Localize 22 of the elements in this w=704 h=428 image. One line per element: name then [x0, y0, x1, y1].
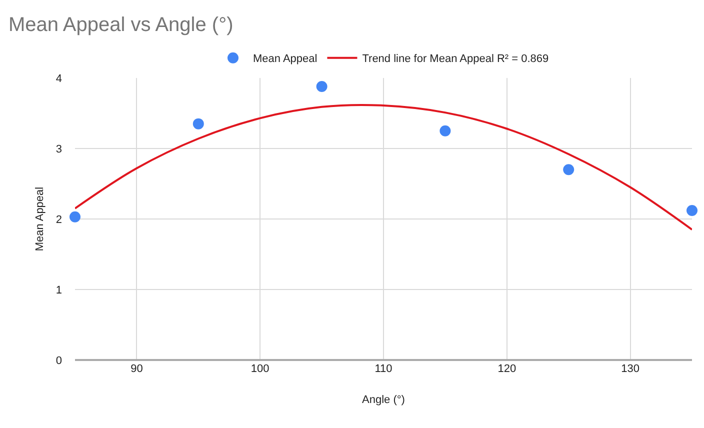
point [686, 205, 698, 216]
legend-label: Mean Appeal [253, 53, 318, 66]
x-tick-label: 100 [250, 363, 270, 375]
point [563, 164, 574, 176]
point [70, 211, 80, 222]
y-tick-label: 4 [56, 72, 62, 85]
x-tick-label: 90 [130, 363, 143, 375]
x-tick-label: 110 [374, 363, 392, 375]
y-tick-label: 2 [56, 214, 62, 226]
point [192, 118, 204, 130]
x-tick-label: 120 [498, 363, 516, 375]
line-series [75, 104, 692, 231]
y-tick-label: 0 [56, 354, 62, 367]
legend-label: Trend line for Mean Appeal R² = 0.869 [362, 53, 549, 66]
chart-title: Mean Appeal vs Angle (°) [8, 14, 234, 36]
x-axis-title: Angle (°) [362, 394, 405, 406]
point [440, 125, 451, 136]
y-tick-label: 1 [56, 284, 62, 296]
point [316, 80, 328, 92]
x-tick-label: 130 [621, 363, 640, 375]
y-tick-label: 3 [56, 143, 62, 156]
y-axis-title: Mean Appeal [34, 186, 46, 252]
